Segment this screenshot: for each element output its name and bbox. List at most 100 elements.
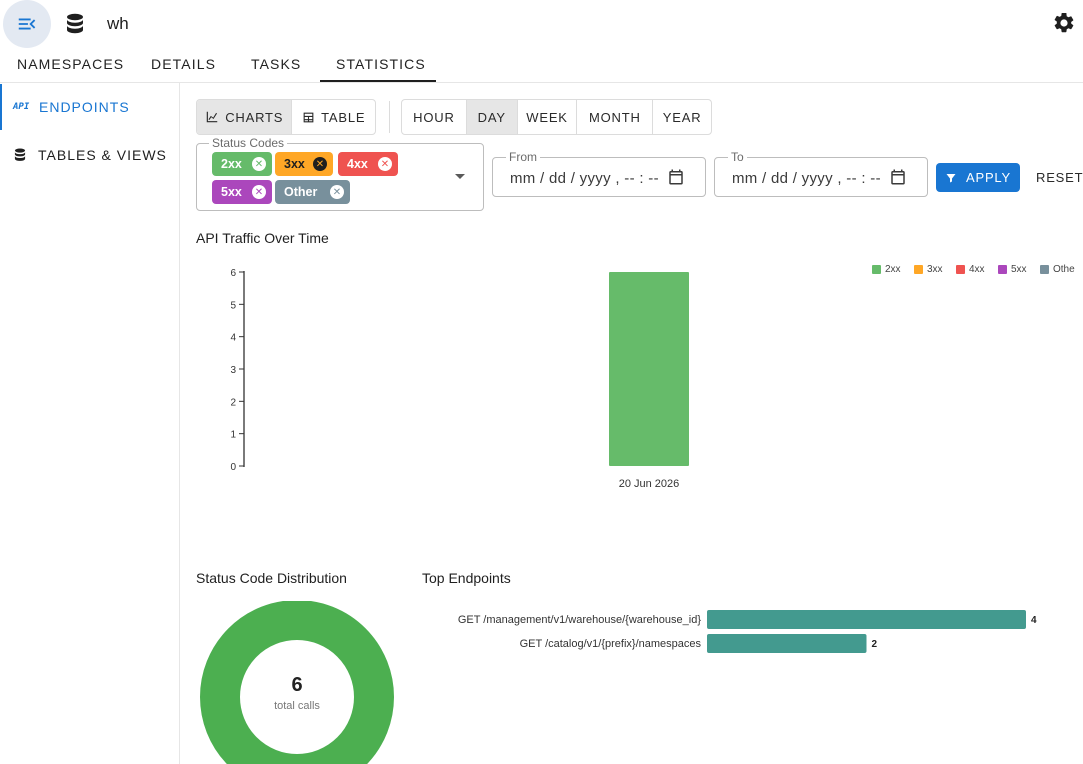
table-icon <box>303 112 314 122</box>
endpoint-label: GET /management/v1/warehouse/{warehouse_… <box>458 614 701 626</box>
api-icon: API <box>13 102 30 112</box>
tab-tasks[interactable]: TASKS <box>251 56 302 72</box>
granularity-month-button[interactable]: MONTH <box>576 100 652 134</box>
chip-5xx[interactable]: 5xx ✕ <box>212 180 272 204</box>
donut-slice-2xx[interactable] <box>200 601 394 764</box>
sidebar: API ENDPOINTS TABLES & VIEWS <box>0 83 180 764</box>
chip-4xx[interactable]: 4xx ✕ <box>338 152 398 176</box>
legend-label: 3xx <box>927 264 943 275</box>
sidebar-item-endpoints[interactable]: API ENDPOINTS <box>0 84 179 130</box>
chart-icon <box>206 111 218 123</box>
warehouse-title: wh <box>107 14 129 33</box>
legend-item-Othe[interactable]: Othe <box>1040 264 1075 275</box>
chip-remove-icon[interactable]: ✕ <box>378 157 392 171</box>
traffic-chart-title: API Traffic Over Time <box>196 230 329 246</box>
to-label: To <box>728 150 747 164</box>
sidebar-item-label: ENDPOINTS <box>39 99 130 115</box>
settings-gear-icon[interactable] <box>1052 11 1076 35</box>
endpoint-bar[interactable] <box>707 610 1026 629</box>
reset-button[interactable]: RESET <box>1036 170 1083 185</box>
apply-button[interactable]: APPLY <box>936 163 1020 192</box>
granularity-day-button[interactable]: DAY <box>465 100 517 134</box>
legend-item-2xx[interactable]: 2xx <box>872 264 901 275</box>
chip-label: 3xx <box>284 157 305 171</box>
to-date-field[interactable]: To mm / dd / yyyy , -- : -- <box>714 150 928 197</box>
legend-label: 5xx <box>1011 264 1027 275</box>
from-date-value: mm / dd / yyyy , -- : -- <box>510 170 659 187</box>
charts-view-button[interactable]: CHARTS <box>197 100 292 134</box>
x-tick-label: 20 Jun 2026 <box>619 478 680 490</box>
legend-item-5xx[interactable]: 5xx <box>998 264 1027 275</box>
chip-remove-icon[interactable]: ✕ <box>313 157 327 171</box>
legend-item-4xx[interactable]: 4xx <box>956 264 985 275</box>
bar-2xx[interactable] <box>609 272 689 466</box>
granularity-year-button[interactable]: YEAR <box>652 100 711 134</box>
tab-details[interactable]: DETAILS <box>151 56 217 72</box>
y-tick-label: 3 <box>230 365 236 376</box>
calendar-icon[interactable] <box>889 168 907 186</box>
legend-label: 4xx <box>969 264 985 275</box>
main-tabs: NAMESPACES DETAILS TASKS STATISTICS <box>0 48 1083 83</box>
legend-swatch <box>914 265 923 274</box>
legend-label: 2xx <box>885 264 901 275</box>
from-label: From <box>506 150 540 164</box>
y-tick-label: 5 <box>230 300 236 311</box>
database-icon <box>14 148 26 161</box>
top-endpoints-title: Top Endpoints <box>422 570 511 586</box>
sidebar-item-tables-views[interactable]: TABLES & VIEWS <box>0 132 179 178</box>
to-date-value: mm / dd / yyyy , -- : -- <box>732 170 881 187</box>
y-tick-label: 6 <box>230 268 236 279</box>
menu-collapse-icon <box>18 18 36 30</box>
y-tick-label: 2 <box>230 397 236 408</box>
granularity-week-button[interactable]: WEEK <box>516 100 577 134</box>
endpoint-value-label: 4 <box>1031 615 1037 626</box>
chip-3xx[interactable]: 3xx ✕ <box>275 152 333 176</box>
charts-label: CHARTS <box>225 109 284 125</box>
status-donut-chart <box>200 601 394 764</box>
donut-total-value: 6 <box>291 674 303 696</box>
y-tick-label: 0 <box>230 462 236 473</box>
table-view-button[interactable]: TABLE <box>291 100 375 134</box>
y-tick-label: 1 <box>230 430 236 441</box>
apply-label: APPLY <box>966 170 1011 185</box>
legend-item-3xx[interactable]: 3xx <box>914 264 943 275</box>
y-tick-label: 4 <box>230 333 236 344</box>
granularity-toggle: HOUR DAY WEEK MONTH YEAR <box>401 99 712 135</box>
chip-remove-icon[interactable]: ✕ <box>330 185 344 199</box>
granularity-hour-button[interactable]: HOUR <box>413 109 455 125</box>
sidebar-item-label: TABLES & VIEWS <box>38 147 167 163</box>
view-toggle: CHARTS TABLE <box>196 99 376 135</box>
donut-total-label: total calls <box>274 700 320 712</box>
from-date-field[interactable]: From mm / dd / yyyy , -- : -- <box>492 150 706 197</box>
tab-statistics[interactable]: STATISTICS <box>336 56 426 72</box>
status-codes-select[interactable]: Status Codes 2xx ✕ 3xx ✕ 4xx ✕ 5xx ✕ Oth… <box>196 136 484 211</box>
table-label: TABLE <box>321 109 366 125</box>
chip-label: Other <box>284 185 318 199</box>
endpoint-value-label: 2 <box>872 639 878 650</box>
status-distribution-title: Status Code Distribution <box>196 570 347 586</box>
chip-label: 5xx <box>221 185 242 199</box>
endpoint-label: GET /catalog/v1/{prefix}/namespaces <box>520 638 702 650</box>
endpoint-bar[interactable] <box>707 634 867 653</box>
collapse-menu-button[interactable] <box>3 0 51 48</box>
legend-swatch <box>1040 265 1049 274</box>
legend-swatch <box>998 265 1007 274</box>
legend-label: Othe <box>1053 264 1075 275</box>
chip-label: 4xx <box>347 157 368 171</box>
active-tab-indicator <box>320 80 436 82</box>
chip-remove-icon[interactable]: ✕ <box>252 185 266 199</box>
dropdown-arrow-icon[interactable] <box>454 173 466 181</box>
filter-icon <box>946 173 956 182</box>
database-icon <box>67 13 83 34</box>
chip-label: 2xx <box>221 157 242 171</box>
tab-namespaces[interactable]: NAMESPACES <box>17 56 125 72</box>
chip-other[interactable]: Other ✕ <box>275 180 350 204</box>
chip-remove-icon[interactable]: ✕ <box>252 157 266 171</box>
toolbar-divider <box>389 101 390 133</box>
legend-swatch <box>872 265 881 274</box>
traffic-chart: 0 1 2 3 4 5 6 20 Jun 2026 <box>230 268 689 490</box>
app-bar: wh <box>0 0 1083 48</box>
status-codes-label: Status Codes <box>209 136 288 150</box>
calendar-icon[interactable] <box>667 168 685 186</box>
chip-2xx[interactable]: 2xx ✕ <box>212 152 272 176</box>
